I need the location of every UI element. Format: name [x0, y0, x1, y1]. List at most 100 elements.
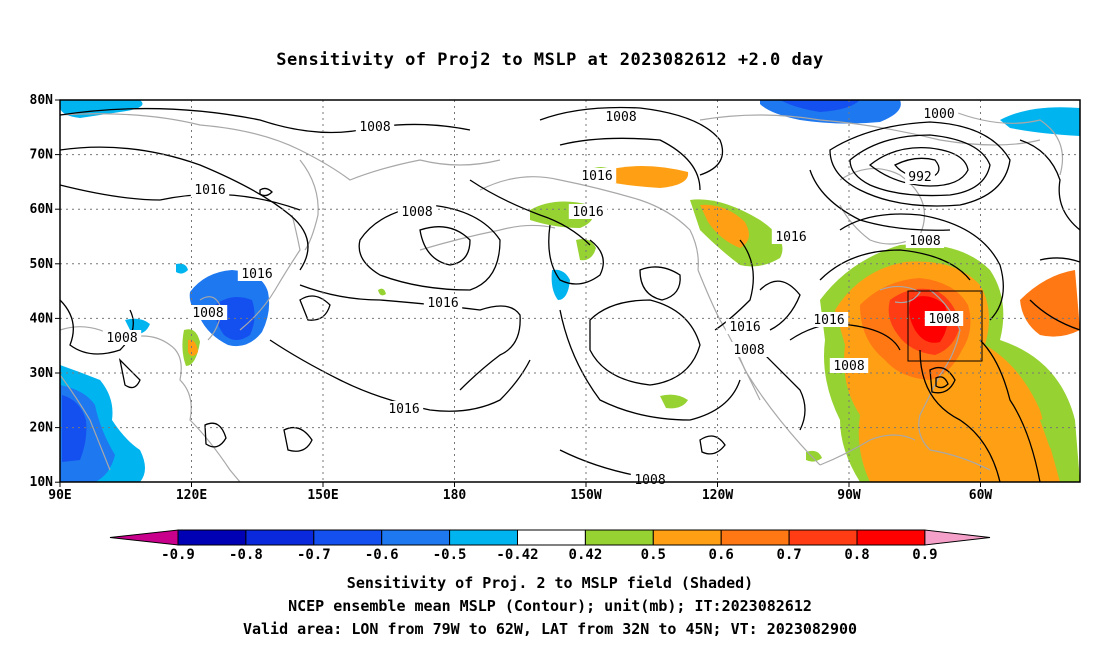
lat-label: 50N — [30, 257, 54, 272]
isobar-label-bg — [577, 168, 617, 183]
shade-green-pac-3 — [576, 239, 596, 261]
shade-orange-pac-1 — [600, 166, 689, 188]
colorbar-labels: -0.9 -0.8 -0.7 -0.6 -0.5 -0.42 0.42 0.5 0.6 0.7 0.… — [161, 547, 937, 563]
isobar-label-bg — [809, 312, 849, 327]
isobar-label: 1016 — [427, 296, 458, 311]
shade-green-pac-4 — [378, 288, 386, 296]
chart-title: Sensitivity of Proj2 to MSLP at 20230826… — [276, 50, 824, 70]
colorbar-tick-label: 0.9 — [912, 547, 937, 563]
isobar-line — [979, 339, 1041, 483]
isobar-label: 1008 — [359, 120, 390, 135]
isobar-label-bg — [568, 204, 608, 219]
coast-west-na — [697, 269, 821, 466]
lon-axis-labels: 90E 120E 150E 180 150W 120W 90W 60W — [48, 488, 992, 503]
colorbar-swatch — [517, 529, 586, 546]
colorbar-swatch — [652, 529, 722, 546]
isobar-line — [283, 426, 313, 452]
isobar-line — [849, 134, 991, 197]
lon-label: 150W — [570, 488, 601, 503]
isobar-line — [259, 187, 273, 197]
coast-se-asia — [59, 374, 111, 471]
isobar-label: 1008 — [634, 473, 665, 488]
colorbar-tick-label: -0.7 — [297, 547, 331, 563]
colorbar-tick-label: -0.42 — [496, 547, 538, 563]
shade-blue-pac — [551, 269, 570, 300]
isobar-line — [469, 179, 591, 246]
isobar-label-bg — [102, 330, 142, 345]
colorbar-tick-label: -0.5 — [433, 547, 467, 563]
map-frame — [59, 99, 1081, 483]
coast-aleutians — [419, 224, 556, 251]
footer-line-1: Sensitivity of Proj. 2 to MSLP field (Sh… — [346, 574, 754, 592]
colorbar-swatch — [856, 529, 926, 546]
isobar-line — [539, 106, 724, 176]
shade-blue-sw-core2 — [62, 395, 87, 462]
isobar-label-bg — [355, 119, 395, 134]
lon-label: 60W — [969, 488, 993, 503]
shade-orange-nwam — [700, 204, 749, 248]
isobar-label: 1008 — [928, 312, 959, 327]
coast-alaska — [479, 176, 699, 271]
colorbar-swatch — [584, 529, 654, 546]
lat-label: 60N — [30, 202, 54, 217]
lon-label: 120E — [176, 488, 207, 503]
colorbar-swatch — [245, 529, 315, 546]
coast-caribbean — [929, 449, 991, 471]
colorbar-tick-label: -0.9 — [161, 547, 195, 563]
lat-label: 70N — [30, 148, 54, 163]
isobar-line — [829, 121, 1011, 207]
isobar-line — [559, 137, 701, 191]
isobar-label: 1016 — [729, 320, 760, 335]
isobar-label: 992 — [908, 170, 931, 185]
isobar-line — [699, 435, 726, 455]
isobar-label-bg — [829, 358, 869, 373]
isobar-line — [299, 284, 521, 391]
isobar-line — [759, 280, 801, 331]
colorbar — [109, 529, 991, 546]
lat-axis-labels: 80N 70N 60N 50N 40N 30N 20N 10N — [30, 93, 54, 490]
shade-green-mex — [806, 450, 822, 462]
isobar-line — [839, 213, 1004, 321]
isobar-line — [1039, 257, 1081, 263]
isobar-label-bg — [188, 305, 228, 320]
isobar-label-bg — [729, 342, 769, 357]
colorbar-swatch — [720, 529, 790, 546]
isobar-label-bg — [630, 472, 670, 487]
isobar-label: 1016 — [775, 230, 806, 245]
shade-blue-small-2 — [176, 263, 188, 274]
isobar-label: 1016 — [388, 402, 419, 417]
axis-ticks — [55, 99, 981, 487]
isobar-label: 1016 — [813, 313, 844, 328]
coast-canadian-arctic — [699, 114, 1041, 146]
map-grid — [60, 100, 1080, 482]
isobar-labels: 1008 1008 1016 1008 1016 1016 1016 1008 1016 1016… — [102, 106, 964, 488]
colorbar-tick-label: 0.5 — [641, 547, 666, 563]
footer-line-3: Valid area: LON from 79W to 62W, LAT fro… — [242, 620, 858, 638]
colorbar-tick-label: 0.8 — [844, 547, 869, 563]
lat-label: 10N — [30, 475, 54, 490]
isobar-line — [59, 107, 471, 134]
colorbar-swatch — [313, 529, 383, 546]
isobar-line — [789, 323, 901, 351]
lon-label: 150E — [307, 488, 338, 503]
isobar-label-bg — [919, 106, 959, 121]
isobar-label: 1016 — [572, 205, 603, 220]
colorbar-swatch — [381, 529, 451, 546]
coast-great-lakes — [879, 285, 921, 304]
shade-green-east-2 — [1040, 417, 1075, 449]
isobar-label-bg — [423, 295, 463, 310]
isobar-line — [204, 422, 227, 448]
colorbar-arrow-left — [109, 529, 179, 546]
mslp-contours — [59, 106, 1081, 483]
shade-blue-arctic-east — [1000, 107, 1080, 136]
colorbar-swatch — [177, 529, 247, 546]
isobar-label-bg — [924, 311, 964, 326]
isobar-label: 1008 — [833, 359, 864, 374]
lat-label: 40N — [30, 311, 54, 326]
isobar-label: 1016 — [194, 183, 225, 198]
lat-label: 20N — [30, 421, 54, 436]
isobar-label: 1008 — [401, 205, 432, 220]
isobar-line — [548, 224, 604, 285]
isobar-label: 1008 — [909, 234, 940, 249]
colorbar-swatch — [449, 529, 519, 546]
